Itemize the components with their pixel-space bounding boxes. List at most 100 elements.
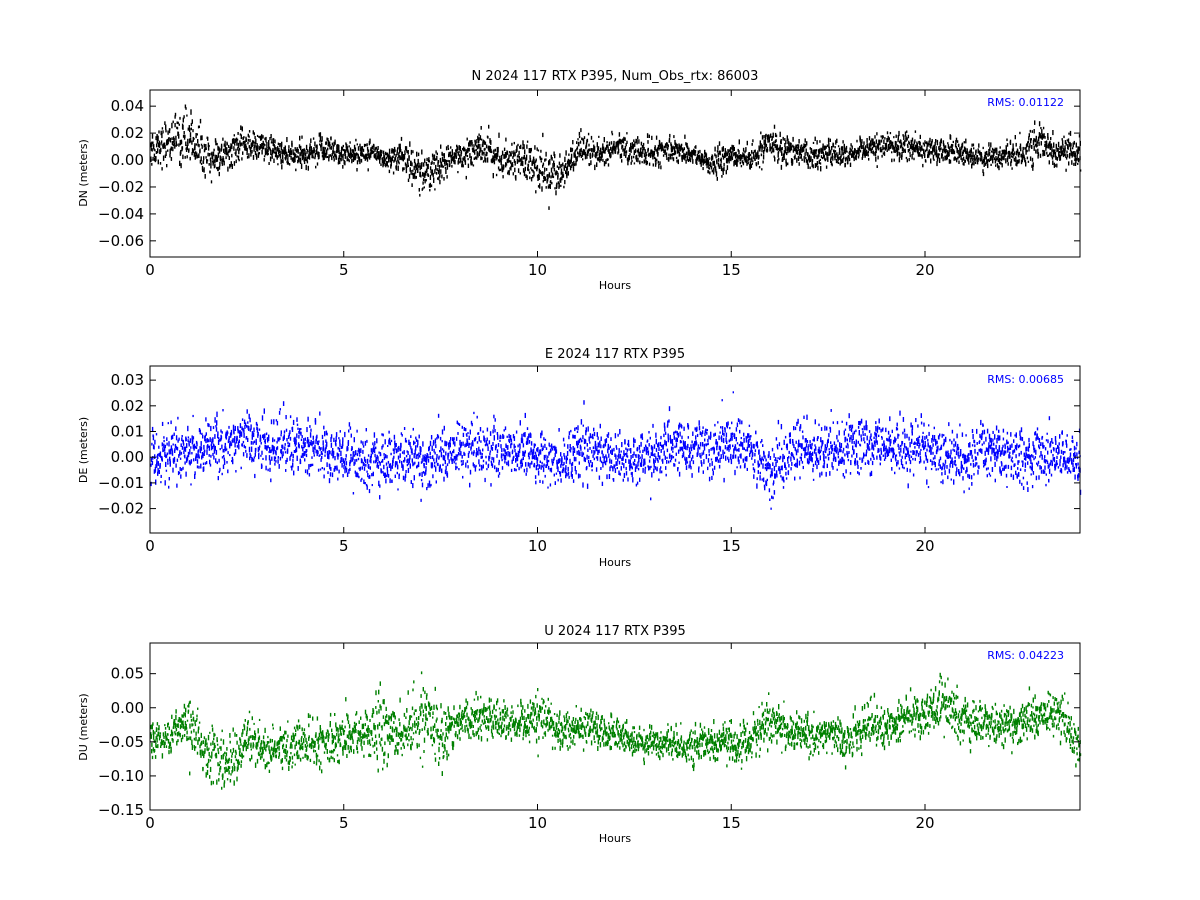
data-point [402, 167, 404, 172]
data-point [417, 168, 419, 173]
data-point [163, 142, 166, 145]
data-point [588, 455, 590, 460]
data-point [282, 154, 284, 160]
data-point [297, 155, 299, 158]
data-point [809, 166, 811, 170]
data-point [303, 443, 305, 449]
data-point [738, 139, 740, 145]
data-point [545, 464, 548, 468]
data-point [803, 149, 805, 152]
data-point [203, 143, 205, 148]
data-point [837, 145, 840, 148]
data-point [427, 454, 429, 459]
data-point [728, 150, 730, 153]
data-point [300, 153, 302, 156]
data-point [379, 453, 382, 456]
data-point [734, 152, 736, 156]
x-tick-label: 15 [722, 261, 741, 279]
data-point [299, 135, 301, 141]
data-point [215, 156, 218, 163]
data-point [206, 438, 209, 443]
data-point [383, 453, 385, 456]
data-point [489, 138, 491, 144]
data-point [817, 165, 819, 171]
data-point [473, 450, 475, 454]
data-point [962, 156, 965, 161]
data-point [522, 160, 524, 167]
data-point [524, 432, 526, 438]
data-point [568, 475, 570, 479]
data-point [223, 148, 225, 153]
data-point [1040, 141, 1042, 146]
data-point [261, 143, 263, 148]
data-point [359, 466, 362, 470]
data-point [686, 142, 688, 148]
data-point [508, 154, 510, 159]
data-point [441, 164, 443, 168]
data-point [578, 152, 580, 158]
data-point [571, 474, 573, 479]
data-point [476, 450, 478, 456]
data-point [652, 453, 654, 457]
data-point [428, 157, 430, 162]
data-point [886, 138, 888, 143]
data-point [1051, 156, 1054, 160]
data-point [492, 442, 494, 446]
data-point [493, 435, 495, 441]
data-point [654, 145, 656, 151]
data-point [889, 132, 892, 135]
data-point [465, 152, 467, 157]
data-point [503, 147, 506, 151]
data-point [600, 156, 602, 161]
data-point [838, 147, 841, 152]
data-point [906, 143, 909, 147]
data-point [889, 140, 891, 146]
data-point [504, 455, 507, 461]
data-point [256, 134, 259, 137]
data-point [489, 452, 491, 456]
data-point [389, 157, 392, 162]
data-point [959, 150, 961, 154]
data-point [983, 162, 985, 167]
data-point [850, 143, 852, 147]
data-point [584, 154, 587, 160]
data-point [1027, 140, 1030, 144]
data-point [369, 466, 371, 470]
data-point [753, 150, 756, 153]
data-point [489, 147, 491, 153]
data-point [233, 452, 236, 456]
data-point [1072, 142, 1074, 148]
data-point [318, 155, 320, 159]
data-point [827, 156, 829, 162]
data-point [547, 465, 550, 470]
data-point [404, 437, 407, 443]
data-point [273, 446, 275, 452]
data-point [990, 142, 992, 148]
data-point [553, 163, 555, 167]
data-point [432, 172, 434, 178]
data-point [236, 138, 239, 141]
data-point [485, 153, 487, 157]
data-point [352, 492, 355, 495]
data-point [500, 455, 503, 459]
data-point [940, 147, 942, 151]
data-point [906, 137, 908, 141]
data-point [523, 432, 525, 437]
data-point [200, 446, 203, 451]
data-point [314, 153, 316, 158]
data-point [614, 150, 617, 154]
data-point [620, 466, 622, 471]
data-point [1068, 161, 1070, 166]
data-point [446, 166, 449, 170]
data-point [662, 148, 664, 151]
data-point [631, 467, 633, 470]
data-point [185, 107, 187, 110]
data-point [686, 155, 688, 161]
data-point [226, 142, 228, 146]
data-point [416, 465, 418, 469]
data-point [1014, 135, 1016, 140]
data-point [364, 143, 367, 147]
data-point [637, 467, 640, 471]
data-point [211, 155, 214, 160]
data-point [813, 152, 816, 156]
